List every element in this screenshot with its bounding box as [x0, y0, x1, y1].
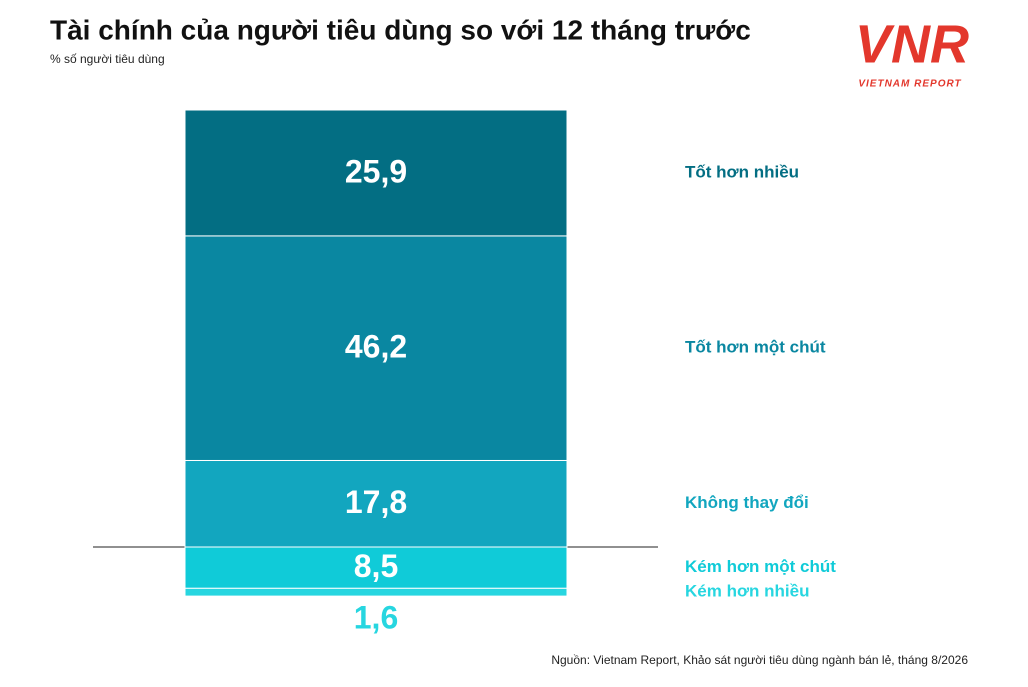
- value-label: 1,6: [354, 600, 398, 636]
- source-note: Nguồn: Vietnam Report, Khảo sát người ti…: [551, 653, 968, 667]
- legend-label: Tốt hơn nhiều: [685, 162, 799, 181]
- legend-label: Tốt hơn một chút: [685, 338, 826, 357]
- chart-title: Tài chính của người tiêu dùng so với 12 …: [50, 14, 751, 45]
- bar-segment: [184, 109, 568, 237]
- bar-segment: [184, 235, 568, 461]
- logo-mark: VNR: [855, 14, 969, 74]
- legend-label: Không thay đổi: [685, 493, 809, 512]
- logo-text: VIETNAM REPORT: [858, 79, 961, 90]
- value-label: 17,8: [345, 484, 407, 520]
- legend-label: Kém hơn nhiều: [685, 582, 809, 601]
- bar-segment: [184, 546, 568, 589]
- value-label: 8,5: [354, 548, 398, 584]
- value-label: 46,2: [345, 329, 407, 365]
- bar-segment: [184, 587, 568, 597]
- value-label: 25,9: [345, 153, 407, 189]
- chart-subtitle: % số người tiêu dùng: [50, 52, 165, 66]
- legend-label: Kém hơn một chút: [685, 557, 836, 576]
